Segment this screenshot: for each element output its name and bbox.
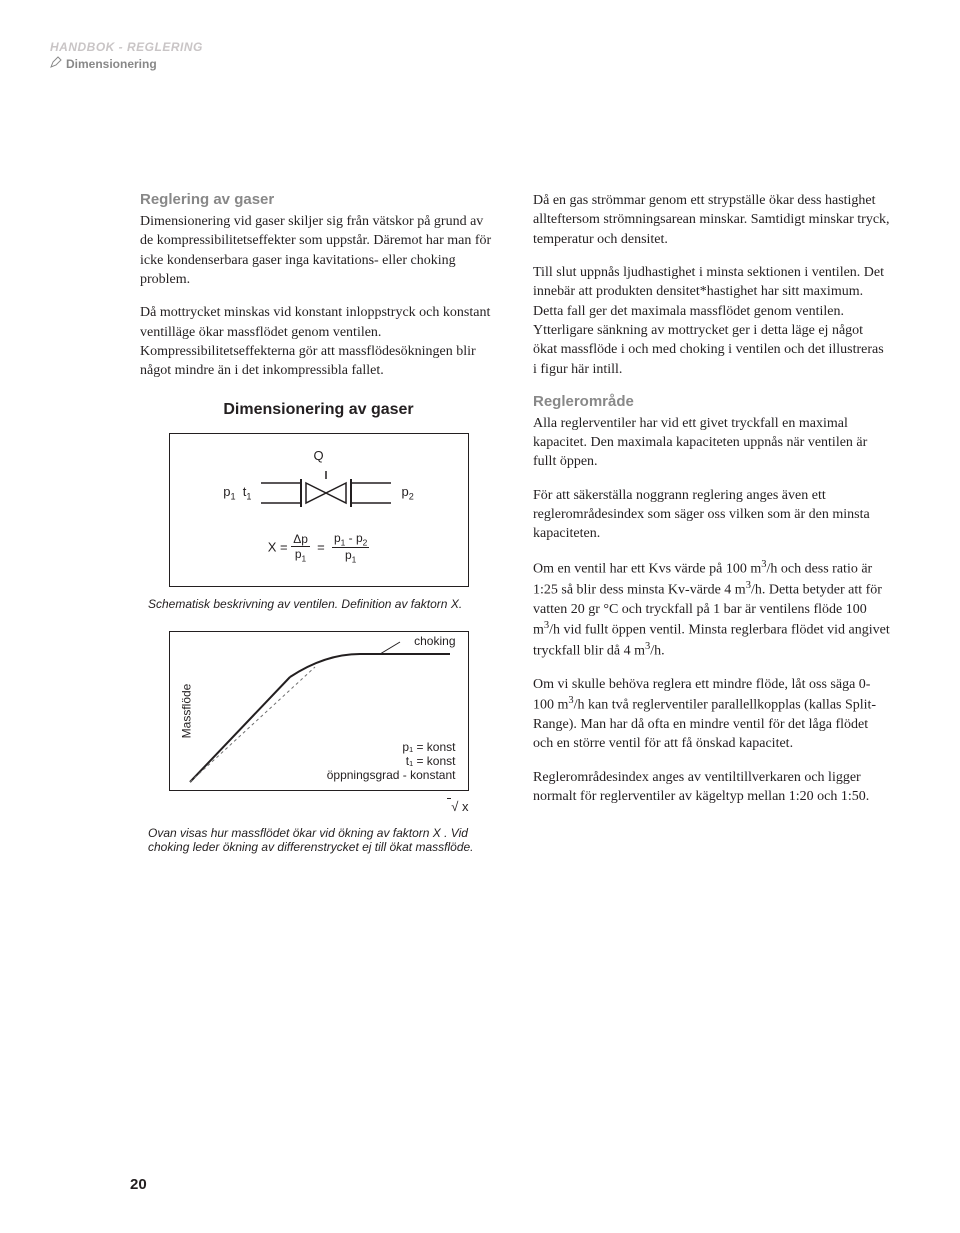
para-r5: Om en ventil har ett Kvs värde på 100 m3… (533, 558, 890, 661)
para-r2: Till slut uppnås ljudhastighet i minsta … (533, 263, 890, 379)
left-column: Reglering av gaser Dimensionering vid ga… (140, 191, 497, 874)
valve-icon (261, 471, 391, 515)
para-r3: Alla reglerventiler har vid ett givet tr… (533, 414, 890, 472)
q-label: Q (182, 448, 456, 463)
pr-den: p1 (332, 548, 369, 564)
para-r7: Reglerområdesindex anges av ventiltillve… (533, 768, 890, 807)
right-column: Då en gas strömmar genom ett strypställe… (533, 191, 890, 874)
para-r4: För att säkerställa noggrann reglering a… (533, 486, 890, 544)
ann-p1: p₁ = konst (402, 740, 455, 754)
dp-num: Δp (291, 532, 310, 547)
ann-open: öppningsgrad - konstant (327, 768, 456, 782)
pr-num: p1 - p2 (332, 531, 369, 548)
para-r6: Om vi skulle behöva reglera ett mindre f… (533, 675, 890, 754)
p2-label: p2 (401, 484, 413, 502)
para-l2: Då mottrycket minskas vid konstant inlop… (140, 303, 497, 380)
x-formula: X = Δpp1 = p1 - p2p1 (182, 531, 456, 565)
dp-den: p1 (291, 547, 310, 563)
figure1-caption: Schematisk beskrivning av ventilen. Defi… (140, 597, 497, 611)
doc-title: HANDBOK - REGLERING (50, 40, 203, 54)
x-eq: X = (268, 539, 288, 554)
pen-icon (50, 56, 62, 71)
figure2-chart: choking p₁ = konst t₁ = konst öppningsgr… (169, 631, 469, 791)
figure2-caption: Ovan visas hur massflödet ökar vid öknin… (140, 826, 497, 854)
figure1-title: Dimensionering av gaser (140, 401, 497, 419)
heading-regleromrade: Reglerområde (533, 393, 890, 410)
figure1-schematic: Q p1 t1 p2 X = Δpp1 (169, 433, 469, 588)
para-r1: Då en gas strömmar genom ett strypställe… (533, 191, 890, 249)
para-l1: Dimensionering vid gaser skiljer sig frå… (140, 212, 497, 289)
sqrt-x: √ x (451, 799, 468, 814)
heading-reglering-gaser: Reglering av gaser (140, 191, 497, 208)
ann-t1: t₁ = konst (406, 754, 456, 768)
choking-label: choking (414, 634, 455, 648)
p1-label: p1 t1 (223, 484, 251, 502)
x-axis-label: √ x (169, 799, 469, 814)
page-number: 20 (130, 1176, 147, 1193)
section-name: Dimensionering (66, 57, 157, 71)
